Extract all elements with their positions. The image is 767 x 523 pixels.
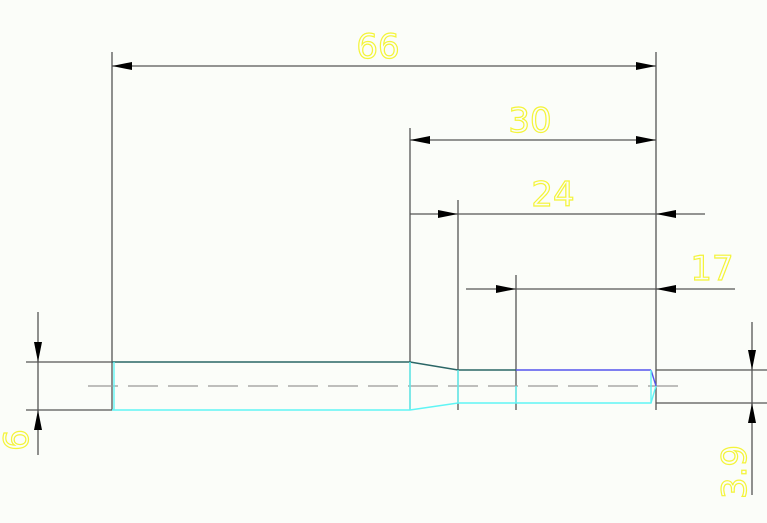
dim-text-30: 30 <box>508 101 551 141</box>
dim-text-17: 17 <box>690 249 733 289</box>
dim-text-3-9: 3.9 <box>715 445 755 499</box>
dim-text-66: 66 <box>356 27 399 67</box>
part-outline-top <box>112 361 516 371</box>
dim-text-24: 24 <box>531 175 574 215</box>
dim-text-6: 6 <box>0 429 37 451</box>
part-chamfer-top <box>650 369 657 387</box>
part-outline-bottom <box>112 385 657 411</box>
